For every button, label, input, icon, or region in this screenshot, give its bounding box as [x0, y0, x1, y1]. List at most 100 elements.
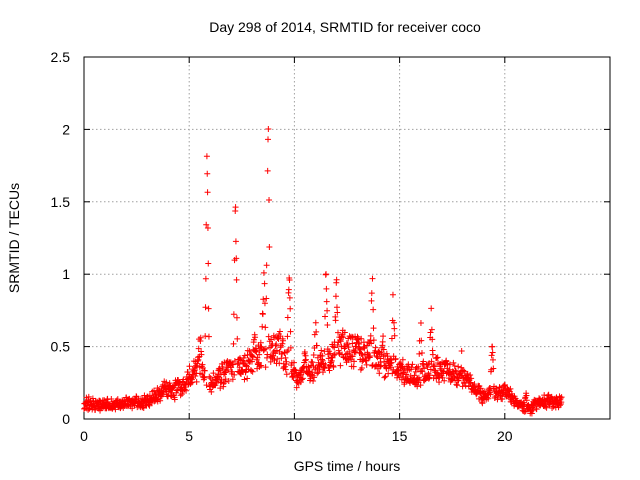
- data-point: [249, 368, 256, 375]
- data-point: [241, 352, 248, 359]
- data-point: [305, 363, 312, 370]
- data-point: [260, 269, 267, 276]
- data-point: [382, 373, 389, 380]
- y-tick-label: 1: [62, 266, 70, 282]
- data-point: [349, 340, 356, 347]
- x-axis-label: GPS time / hours: [294, 458, 401, 474]
- data-point: [427, 329, 434, 336]
- data-point: [258, 362, 265, 369]
- data-point: [216, 367, 223, 374]
- data-point: [299, 375, 306, 382]
- data-point: [425, 361, 432, 368]
- data-point: [479, 400, 486, 407]
- data-point: [327, 350, 334, 357]
- data-point: [205, 260, 212, 267]
- data-point: [181, 386, 188, 393]
- x-tick-label: 15: [392, 428, 408, 444]
- data-point: [319, 357, 326, 364]
- data-point: [325, 355, 332, 362]
- data-point: [139, 404, 146, 411]
- data-point: [287, 305, 294, 312]
- data-point: [183, 387, 190, 394]
- data-point: [428, 326, 435, 333]
- data-point: [489, 356, 496, 363]
- data-point: [462, 382, 469, 389]
- data-point: [274, 355, 281, 362]
- data-point: [391, 325, 398, 332]
- data-point: [197, 334, 204, 341]
- data-point: [267, 358, 274, 365]
- y-tick-label: 0.5: [51, 339, 71, 355]
- data-point: [233, 314, 240, 321]
- data-point: [446, 361, 453, 368]
- data-point: [391, 332, 398, 339]
- data-point: [222, 376, 229, 383]
- data-point: [108, 395, 115, 402]
- data-point: [85, 393, 92, 400]
- data-point: [204, 225, 211, 232]
- data-point: [229, 368, 236, 375]
- data-point: [523, 397, 530, 404]
- data-point: [203, 382, 210, 389]
- data-point: [297, 379, 304, 386]
- data-point: [171, 396, 178, 403]
- data-point: [443, 357, 450, 364]
- data-point: [392, 355, 399, 362]
- data-point: [372, 344, 379, 351]
- data-point: [521, 408, 528, 415]
- data-point: [201, 374, 208, 381]
- data-point: [221, 378, 228, 385]
- data-point: [292, 367, 299, 374]
- data-point: [298, 376, 305, 383]
- data-point: [276, 360, 283, 367]
- data-point: [287, 328, 294, 335]
- data-point: [299, 364, 306, 371]
- data-point: [488, 352, 495, 359]
- data-point: [251, 336, 258, 343]
- data-point: [193, 378, 200, 385]
- data-point: [420, 358, 427, 365]
- data-point: [388, 359, 395, 366]
- data-point: [237, 356, 244, 363]
- data-point: [264, 167, 271, 174]
- data-point: [455, 363, 462, 370]
- data-point: [414, 383, 421, 390]
- data-point: [286, 294, 293, 301]
- data-point: [358, 350, 365, 357]
- data-point: [114, 396, 121, 403]
- data-point: [231, 371, 238, 378]
- data-point: [309, 369, 316, 376]
- data-point: [427, 366, 434, 373]
- data-point: [285, 286, 292, 293]
- data-point: [349, 353, 356, 360]
- data-point: [388, 335, 395, 342]
- data-point: [141, 392, 148, 399]
- data-point: [182, 382, 189, 389]
- data-point: [166, 380, 173, 387]
- data-point: [323, 271, 330, 278]
- data-point: [302, 356, 309, 363]
- data-point: [408, 364, 415, 371]
- data-point: [252, 334, 259, 341]
- data-point: [346, 348, 353, 355]
- data-point: [204, 170, 211, 177]
- data-point: [558, 394, 565, 401]
- data-point: [313, 342, 320, 349]
- data-point: [272, 342, 279, 349]
- data-point: [337, 362, 344, 369]
- data-point: [234, 361, 241, 368]
- data-point: [271, 357, 278, 364]
- data-point: [81, 405, 87, 412]
- data-point: [370, 325, 377, 332]
- data-point: [487, 385, 494, 392]
- data-point: [370, 306, 377, 313]
- data-point: [321, 365, 328, 372]
- data-point: [203, 221, 210, 228]
- data-point: [266, 243, 273, 250]
- data-point: [428, 358, 435, 365]
- data-point: [411, 372, 418, 379]
- data-point: [265, 125, 272, 132]
- data-point: [429, 351, 436, 358]
- data-point: [425, 370, 432, 377]
- data-point: [458, 347, 465, 354]
